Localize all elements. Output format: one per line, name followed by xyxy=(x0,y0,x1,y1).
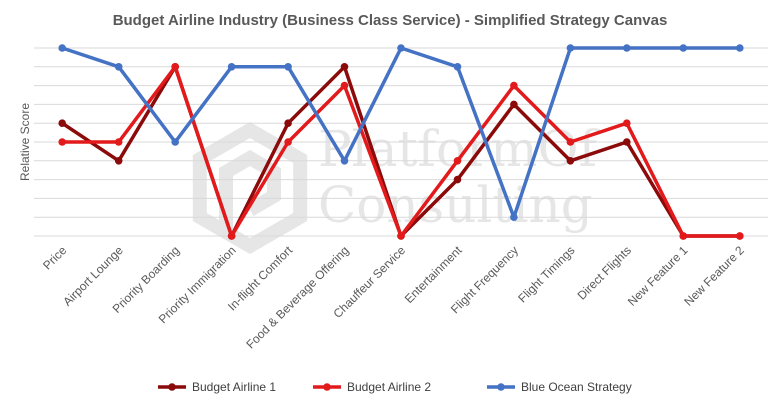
data-point xyxy=(679,44,688,52)
data-point xyxy=(58,119,66,127)
legend-swatch-marker xyxy=(323,383,331,391)
data-point xyxy=(453,175,462,184)
data-point xyxy=(114,63,123,71)
data-point xyxy=(171,138,179,146)
data-point xyxy=(114,157,123,165)
series-layer xyxy=(58,44,744,240)
data-point xyxy=(340,81,349,90)
data-point xyxy=(566,138,575,146)
legend-item: Blue Ocean Strategy xyxy=(487,380,632,394)
data-point xyxy=(340,157,349,165)
data-point xyxy=(58,138,66,146)
data-point xyxy=(679,232,688,240)
legend-swatch-marker xyxy=(168,383,176,391)
x-tick-label: Flight Timings xyxy=(515,243,577,305)
series-2 xyxy=(58,63,744,240)
data-point xyxy=(284,119,292,127)
legend-item: Budget Airline 1 xyxy=(158,380,276,394)
legend-label: Blue Ocean Strategy xyxy=(521,380,632,394)
series-3 xyxy=(58,44,744,221)
data-point xyxy=(397,44,405,52)
data-point xyxy=(227,232,236,240)
data-point xyxy=(623,44,631,52)
data-point xyxy=(510,100,518,109)
legend-item: Budget Airline 2 xyxy=(313,380,431,394)
x-tick-label: Price xyxy=(40,243,69,272)
data-point xyxy=(397,232,405,240)
chart-title: Budget Airline Industry (Business Class … xyxy=(113,12,668,29)
watermark-line-2: Consulting xyxy=(318,176,593,234)
data-point xyxy=(736,44,744,52)
data-point xyxy=(736,232,744,240)
x-tick-label: Direct Flights xyxy=(575,243,634,302)
watermark-hexagon xyxy=(192,121,308,255)
data-point xyxy=(284,63,292,71)
data-point xyxy=(340,63,349,71)
data-point xyxy=(453,63,462,71)
data-point xyxy=(510,81,518,90)
x-tick-label: Food & Beverage Offering xyxy=(243,243,351,351)
data-point xyxy=(566,157,575,165)
data-point xyxy=(284,138,292,146)
data-point xyxy=(623,138,631,146)
data-point xyxy=(510,213,518,221)
legend-label: Budget Airline 1 xyxy=(192,380,276,394)
data-point xyxy=(453,157,462,165)
legend-label: Budget Airline 2 xyxy=(347,380,431,394)
data-point xyxy=(623,119,631,127)
legend-swatch-marker xyxy=(497,383,505,391)
data-point xyxy=(566,44,575,52)
data-point xyxy=(227,63,236,71)
x-tick-label: New Feature 2 xyxy=(681,243,747,309)
y-axis-label: Relative Score xyxy=(18,103,32,181)
data-point xyxy=(171,63,179,71)
data-point xyxy=(114,138,123,146)
legend: Budget Airline 1 Budget Airline 2 Blue Oce… xyxy=(158,380,632,394)
x-tick-label: Entertainment xyxy=(402,243,465,306)
data-point xyxy=(58,44,66,52)
